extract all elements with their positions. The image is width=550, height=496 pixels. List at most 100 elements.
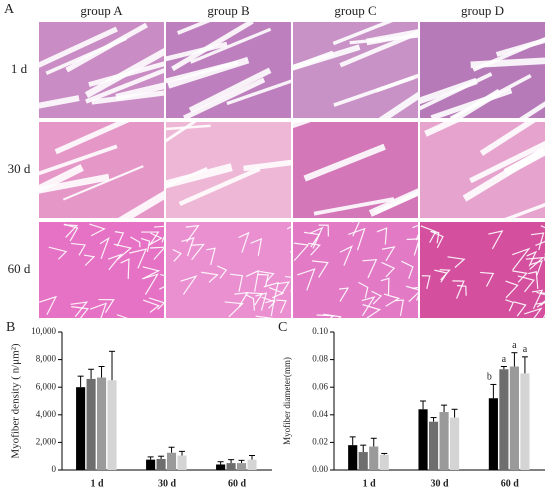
- fiber-gap: [525, 256, 545, 270]
- micrograph-body: [420, 122, 545, 218]
- bar: [156, 458, 166, 470]
- fiber-gap: [107, 253, 123, 271]
- fiber-gap: [405, 285, 418, 303]
- fiber-gap: [148, 297, 164, 310]
- fiber-gap: [293, 242, 310, 262]
- fiber-gap: [245, 269, 260, 292]
- fiber-gap: [424, 122, 459, 137]
- micrograph: [420, 122, 545, 218]
- fiber-gap: [375, 73, 418, 93]
- x-tick-label: 60 d: [501, 478, 520, 489]
- bar: [167, 452, 177, 470]
- fiber-gap: [358, 281, 369, 299]
- bar: [226, 463, 236, 470]
- fiber-gap: [153, 225, 164, 243]
- fiber-gap: [259, 270, 275, 283]
- x-tick-label: 30 d: [158, 478, 177, 489]
- fiber-gap: [149, 246, 164, 260]
- fiber-gap: [201, 271, 219, 283]
- fiber-gap: [526, 250, 538, 267]
- column-label: group B: [207, 3, 250, 18]
- fiber-gap: [45, 36, 128, 75]
- fiber-gap: [430, 230, 444, 249]
- fiber-gap: [116, 314, 129, 318]
- y-tick-label: 10,000: [31, 326, 56, 336]
- fiber-gap: [166, 60, 239, 84]
- fiber-gap: [176, 22, 211, 35]
- micrograph: [39, 22, 164, 118]
- fiber-gap: [263, 281, 279, 305]
- fiber-gap: [332, 22, 393, 46]
- fiber-gap: [172, 248, 182, 262]
- fiber-gap: [238, 231, 250, 253]
- fiber-gap: [114, 231, 125, 247]
- fiber-gap: [180, 275, 198, 295]
- bar: [520, 373, 530, 470]
- fiber-gap: [183, 77, 266, 118]
- fiber-gap: [421, 275, 431, 289]
- fiber-gap: [140, 237, 151, 253]
- fiber-gap: [303, 231, 321, 248]
- bar: [86, 378, 96, 470]
- fiber-gap: [313, 197, 395, 216]
- fiber-gap: [495, 37, 545, 57]
- fiber-gap: [381, 246, 396, 262]
- significance-label: a: [523, 344, 528, 355]
- y-tick-label: 0: [52, 464, 57, 474]
- bar: [379, 454, 389, 470]
- fiber-gap: [303, 143, 386, 182]
- micrograph: [420, 22, 545, 118]
- bar: [499, 369, 509, 470]
- fiber-gap: [217, 265, 228, 279]
- micrograph: [293, 122, 418, 218]
- fiber-gap: [206, 247, 216, 266]
- fiber-gap: [166, 122, 197, 143]
- fiber-gap: [503, 146, 545, 177]
- micrograph: [39, 222, 164, 318]
- fiber-gap: [113, 243, 133, 261]
- y-tick-label: 0.00: [312, 464, 328, 474]
- bar: [488, 398, 498, 470]
- fiber-gap: [449, 73, 532, 118]
- tissue: [420, 122, 545, 218]
- fiber-gap: [311, 260, 329, 278]
- y-tick-label: 0.08: [312, 354, 328, 364]
- fiber-gap: [378, 91, 418, 118]
- fiber-gap: [98, 298, 115, 314]
- fiber-gap: [513, 301, 527, 317]
- fiber-gap: [383, 293, 401, 307]
- fiber-gap: [309, 226, 324, 249]
- fiber-gap: [535, 302, 545, 318]
- fiber-gap: [261, 296, 276, 309]
- bar: [76, 387, 86, 470]
- fiber-gap: [120, 258, 130, 280]
- fiber-gap: [70, 301, 89, 318]
- column-label: group C: [334, 3, 376, 18]
- fiber-gap: [406, 238, 418, 256]
- y-tick-label: 8,000: [36, 354, 57, 364]
- micrograph-body: [166, 222, 291, 318]
- y-tick-label: 0.02: [312, 436, 328, 446]
- micrograph-body: [293, 122, 418, 218]
- fiber-gap: [39, 144, 118, 176]
- fiber-gap: [528, 271, 539, 290]
- fiber-gap: [255, 292, 268, 311]
- bar: [509, 366, 519, 470]
- fiber-gap: [308, 242, 321, 256]
- fiber-gap: [191, 243, 205, 261]
- fiber-gap: [512, 270, 528, 283]
- fiber-gap: [540, 225, 545, 229]
- micrograph-body: [166, 122, 291, 218]
- fiber-gap: [339, 287, 350, 302]
- bar: [450, 417, 460, 470]
- micrograph-body: [293, 222, 418, 318]
- fiber-gap: [39, 295, 58, 316]
- fiber-gap: [488, 230, 504, 250]
- bar: [418, 409, 428, 470]
- fiber-gap: [150, 232, 163, 245]
- fiber-gap: [530, 232, 545, 251]
- fiber-gap: [420, 72, 493, 111]
- bar: [247, 459, 257, 470]
- micrograph: [166, 122, 291, 218]
- bar: [216, 464, 226, 470]
